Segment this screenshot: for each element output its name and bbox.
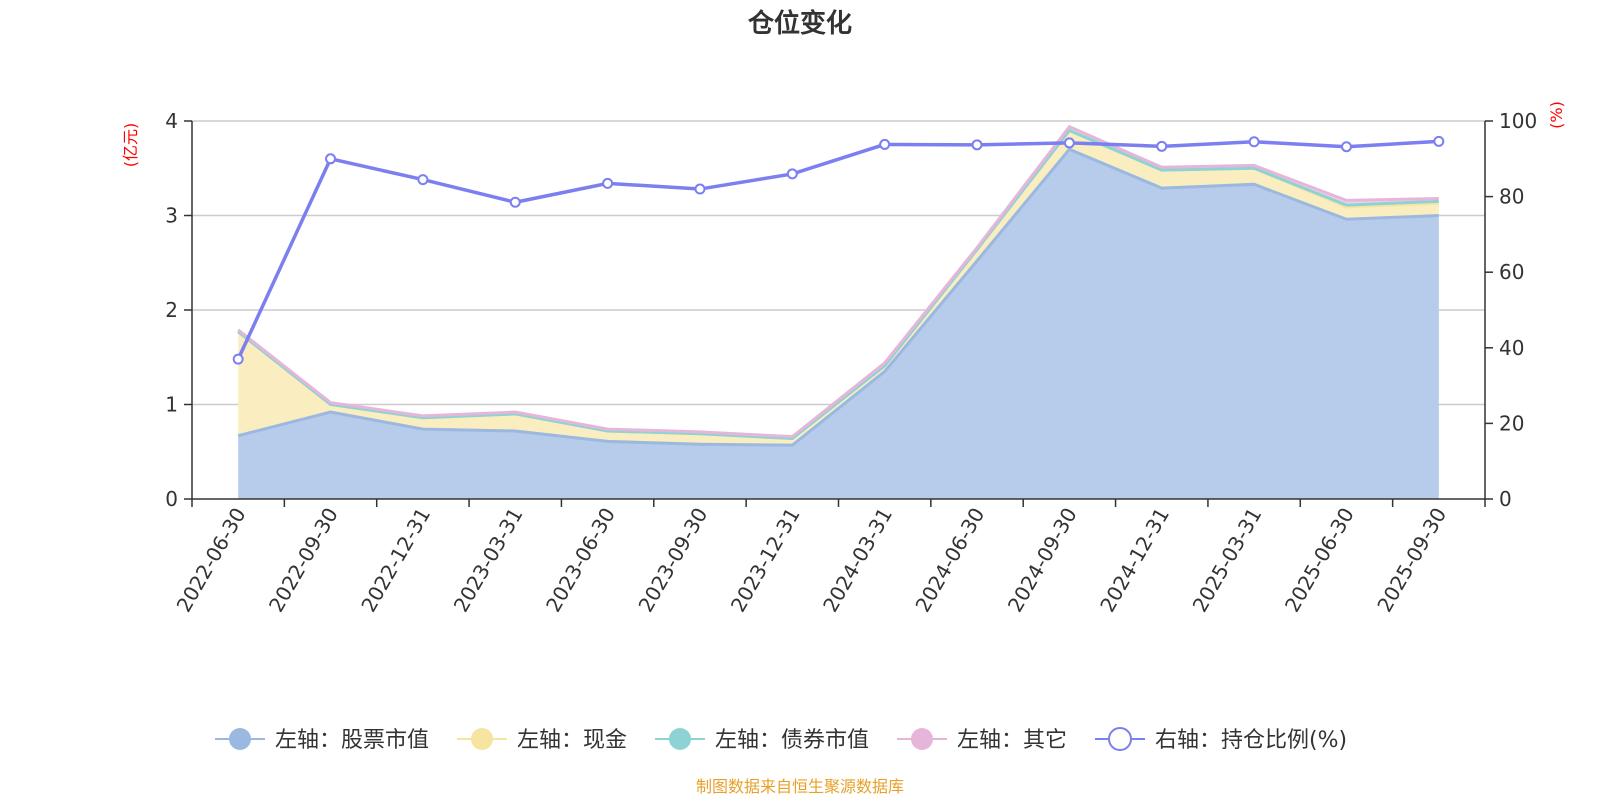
legend-item: 左轴：债券市值: [655, 728, 869, 753]
left-axis-ticks: 0 1 2 3 4: [165, 109, 192, 511]
x-tick-label: 2024-03-31: [818, 504, 897, 617]
left-tick-label: 0: [165, 487, 178, 511]
x-tick-label: 2023-03-31: [449, 504, 528, 617]
legend-item: 左轴：其它: [897, 728, 1067, 753]
ratio-point: [1248, 136, 1260, 148]
ratio-point: [1433, 135, 1445, 147]
legend-label: 左轴：现金: [517, 728, 627, 753]
legend-item: 左轴：股票市值: [215, 728, 429, 753]
x-tick-label: 2023-12-31: [726, 504, 805, 617]
right-tick-label: 80: [1499, 185, 1524, 209]
x-tick-label: 2024-09-30: [1003, 504, 1082, 617]
left-tick-label: 1: [165, 393, 178, 417]
legend-item: 左轴：现金: [457, 728, 627, 753]
holding-ratio-line: [232, 135, 1445, 365]
ratio-polyline: [236, 139, 1439, 360]
right-axis-ticks: 0 20 40 60 80 100: [1485, 109, 1537, 511]
left-tick-label: 2: [165, 298, 178, 322]
ratio-point: [1063, 137, 1075, 149]
x-tick-label: 2022-12-31: [356, 504, 435, 617]
right-tick-label: 0: [1499, 487, 1512, 511]
x-tick-label: 2025-03-31: [1188, 504, 1267, 617]
area-edge-左轴：债券市值: [237, 128, 1439, 441]
x-tick-label: 2022-09-30: [264, 504, 343, 617]
ratio-point: [879, 138, 891, 150]
legend-marker: [669, 728, 691, 750]
x-tick-label: 2025-06-30: [1280, 504, 1359, 617]
ratio-point: [509, 196, 521, 208]
legend: 左轴：股票市值 左轴：现金 左轴：债券市值 左轴：其它 右轴：持仓比例(%): [215, 727, 1347, 753]
legend-label: 右轴：持仓比例(%): [1155, 728, 1347, 753]
ratio-point: [325, 153, 337, 165]
legend-marker: [471, 728, 493, 750]
source-note: 制图数据来自恒生聚源数据库: [696, 777, 904, 796]
x-tick-label: 2024-12-31: [1095, 504, 1174, 617]
legend-label: 左轴：其它: [957, 728, 1067, 753]
area-左轴：现金: [238, 130, 1439, 446]
ratio-point: [1156, 140, 1168, 152]
legend-marker: [1108, 727, 1132, 751]
legend-marker: [911, 728, 933, 750]
area-edge-左轴：股票市值: [237, 147, 1439, 447]
ratio-point: [602, 177, 614, 189]
x-tick-label: 2025-09-30: [1372, 504, 1451, 617]
x-axis-ticks: 2022-06-30 2022-09-30 2022-12-31 2023-03-31…: [172, 499, 1486, 617]
x-tick-label: 2023-06-30: [541, 504, 620, 617]
right-tick-label: 20: [1499, 411, 1524, 435]
ratio-point: [971, 139, 983, 151]
ratio-point: [786, 168, 798, 180]
left-axis-unit: (亿元): [121, 123, 140, 168]
x-tick-label: 2024-06-30: [910, 504, 989, 617]
ratio-point: [417, 174, 429, 186]
stacked-areas: [237, 124, 1439, 499]
legend-label: 左轴：股票市值: [275, 728, 429, 753]
left-tick-label: 4: [165, 109, 178, 133]
ratio-point: [1340, 141, 1352, 153]
ratio-point: [694, 183, 706, 195]
chart-title: 仓位变化: [747, 8, 852, 39]
right-tick-label: 60: [1499, 260, 1524, 284]
legend-label: 左轴：债券市值: [715, 728, 869, 753]
legend-marker: [229, 728, 251, 750]
right-tick-label: 40: [1499, 336, 1524, 360]
right-tick-label: 100: [1499, 109, 1537, 133]
x-tick-label: 2022-06-30: [172, 504, 251, 617]
area-edge-左轴：其它: [237, 124, 1439, 439]
area-左轴：股票市值: [238, 149, 1439, 499]
x-tick-label: 2023-09-30: [633, 504, 712, 617]
ratio-point: [232, 353, 244, 365]
left-tick-label: 3: [165, 204, 178, 228]
legend-item: 右轴：持仓比例(%): [1095, 727, 1347, 753]
right-axis-unit: (%): [1547, 101, 1566, 129]
